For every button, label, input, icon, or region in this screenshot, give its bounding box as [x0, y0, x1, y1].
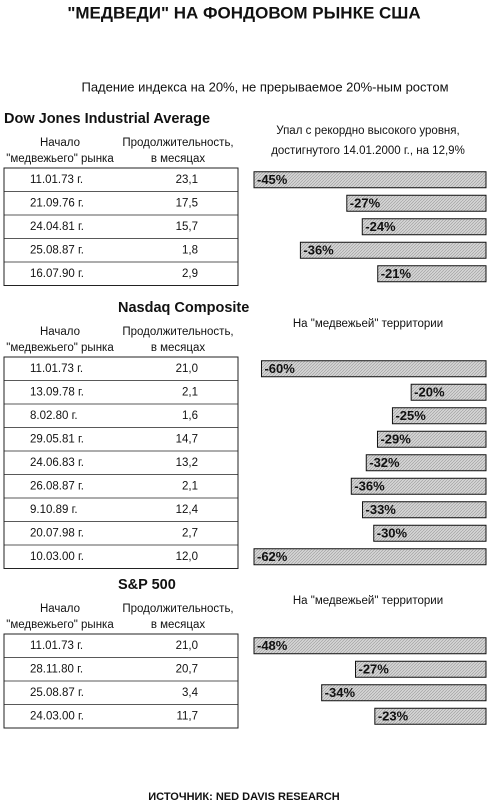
date: 24.04.81 г.	[30, 221, 84, 233]
bar-label: -25%	[395, 408, 426, 423]
bar-label: -48%	[257, 638, 288, 653]
column-header: в месяцах	[151, 153, 206, 165]
date: 24.03.00 г.	[30, 710, 84, 722]
duration: 2,1	[182, 480, 198, 492]
duration: 13,2	[176, 457, 198, 469]
date: 20.07.98 г.	[30, 527, 84, 539]
bar	[299, 241, 487, 259]
bar-label: -60%	[264, 361, 295, 376]
duration: 2,9	[182, 268, 198, 280]
bar-label: -45%	[257, 172, 288, 187]
bar	[350, 477, 487, 495]
source: ИСТОЧНИК: NED DAVIS RESEARCH	[148, 791, 340, 801]
bar	[376, 430, 487, 448]
bar-label: -62%	[257, 549, 288, 564]
column-header: Продолжительность,	[122, 326, 233, 338]
bar-label: -34%	[325, 685, 356, 700]
subtitle: Падение индекса на 20%, не прерываемое 2…	[81, 79, 448, 94]
bar-label: -27%	[350, 196, 381, 211]
table-frame	[3, 167, 239, 286]
date: 11.01.73 г.	[30, 640, 83, 652]
column-header: Продолжительность,	[122, 137, 233, 149]
bar-label: -32%	[369, 455, 400, 470]
bar-label: -36%	[354, 479, 385, 494]
duration: 14,7	[176, 433, 198, 445]
duration: 21,0	[176, 640, 198, 652]
date: 24.06.83 г.	[30, 457, 84, 469]
bar	[260, 360, 487, 378]
column-header: Начало	[40, 137, 80, 149]
duration: 15,7	[176, 221, 198, 233]
column-header: в месяцах	[151, 619, 206, 631]
duration: 12,0	[176, 551, 198, 563]
section-title: S&P 500	[118, 577, 176, 593]
date: 28.11.80 г.	[30, 663, 83, 675]
bar	[362, 501, 487, 519]
date: 21.09.76 г.	[30, 197, 84, 209]
bar-label: -27%	[359, 662, 390, 677]
duration: 21,0	[176, 363, 198, 375]
bar	[391, 407, 487, 425]
date: 11.01.73 г.	[30, 363, 83, 375]
bar-label: -36%	[303, 243, 334, 258]
section-title: Dow Jones Industrial Average	[4, 111, 210, 127]
duration: 1,6	[182, 410, 198, 422]
duration: 2,7	[182, 527, 198, 539]
bar	[377, 265, 487, 283]
column-header: в месяцах	[151, 342, 206, 354]
duration: 3,4	[182, 687, 199, 699]
duration: 12,4	[176, 504, 199, 516]
column-header: Начало	[40, 326, 80, 338]
duration: 1,8	[182, 244, 198, 256]
bar-label: -33%	[366, 502, 397, 517]
duration: 23,1	[176, 174, 198, 186]
date: 25.08.87 г.	[30, 687, 84, 699]
bar	[361, 218, 487, 236]
bar-label: -24%	[365, 219, 396, 234]
date: 13.09.78 г.	[30, 386, 84, 398]
note: достигнутого 14.01.2000 г., на 12,9%	[271, 145, 465, 157]
column-header: Начало	[40, 603, 80, 615]
note: На "медвежьей" территории	[293, 595, 443, 607]
bar	[374, 707, 487, 725]
bar	[410, 383, 487, 401]
duration: 17,5	[176, 197, 198, 209]
bar-label: -20%	[414, 385, 445, 400]
bar	[355, 660, 487, 678]
duration: 2,1	[182, 386, 198, 398]
column-header: Продолжительность,	[122, 603, 233, 615]
date: 11.01.73 г.	[30, 174, 83, 186]
date: 29.05.81 г.	[30, 433, 84, 445]
section-title: Nasdaq Composite	[118, 300, 249, 316]
date: 10.03.00 г.	[30, 551, 84, 563]
duration: 11,7	[176, 710, 198, 722]
column-header: "медвежьего" рынка	[6, 619, 114, 631]
bar	[321, 684, 487, 702]
column-header: "медвежьего" рынка	[6, 153, 114, 165]
bar	[253, 548, 487, 566]
bar	[365, 454, 487, 472]
bar	[253, 171, 487, 189]
bar	[346, 194, 487, 212]
bar-label: -23%	[378, 709, 409, 724]
title: "МЕДВЕДИ" НА ФОНДОВОМ РЫНКЕ США	[67, 3, 420, 22]
bar-label: -30%	[377, 526, 408, 541]
column-header: "медвежьего" рынка	[6, 342, 114, 354]
date: 9.10.89 г.	[30, 504, 78, 516]
date: 25.08.87 г.	[30, 244, 84, 256]
note: Упал с рекордно высокого уровня,	[276, 125, 459, 137]
bar-label: -29%	[380, 432, 411, 447]
date: 16.07.90 г.	[30, 268, 84, 280]
bar	[373, 524, 487, 542]
note: На "медвежьей" территории	[293, 318, 443, 330]
table-frame	[3, 356, 239, 569]
bar	[253, 637, 487, 655]
date: 8.02.80 г.	[30, 410, 78, 422]
date: 26.08.87 г.	[30, 480, 84, 492]
bar-label: -21%	[381, 266, 412, 281]
duration: 20,7	[176, 663, 198, 675]
